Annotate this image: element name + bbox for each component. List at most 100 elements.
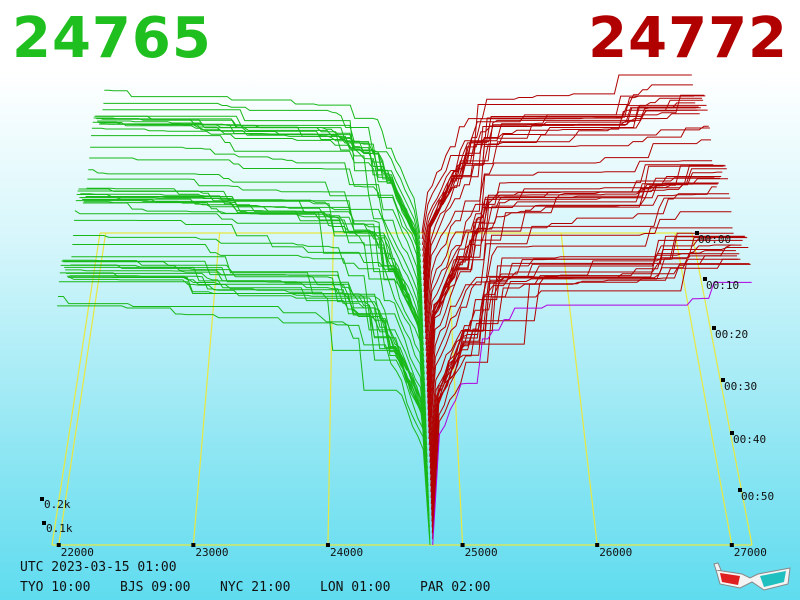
bid-depth-line-11 [66,275,429,481]
x-tick-mark-0 [56,543,61,547]
ask-depth-line-38 [424,125,709,322]
ask-depth-line-40 [424,104,707,310]
ask-price: 24772 [588,6,788,71]
bid-depth-line-41 [93,117,423,304]
bid-depth-line-3 [59,272,430,528]
bid-depth-line-53 [104,89,421,234]
bid-price: 24765 [12,6,212,71]
ask-depth-line-47 [422,106,699,269]
ask-depth-line-22 [427,168,727,416]
y-tick-mark-0 [42,521,46,525]
ask-depth-line-36 [424,139,711,334]
bid-depth-line-0 [57,305,431,546]
ask-depth-line-3 [431,247,749,528]
ask-depth-line-8 [430,239,743,498]
x-tick-mark-1 [191,543,196,547]
bid-depth-line-34 [87,178,424,345]
ask-depth-line-39 [424,109,708,316]
x-tick-mark-5 [729,543,734,547]
x-tick-mark-4 [595,543,600,547]
bid-depth-line-46 [98,122,422,275]
x-tick-label-5: 27000 [734,546,767,559]
z-tick-mark-2 [712,326,716,330]
bid-depth-line-4 [60,264,430,522]
ask-depth-line-44 [423,97,702,287]
ask-depth-line-17 [428,227,733,445]
clock-newyork: NYC 21:00 [220,580,291,595]
z-tick-label-2: 00:20 [715,328,748,341]
clock-beijing: BJS 09:00 [120,580,191,595]
x-tick-mark-2 [325,543,330,547]
z-tick-mark-4 [730,431,734,435]
x-tick-label-2: 24000 [330,546,363,559]
grid-line-x-0 [58,232,107,546]
ask-depth-line-1 [432,263,751,540]
bid-depth-line-18 [73,235,427,440]
ask-depth-line-23 [427,165,726,410]
ask-depth-line-45 [423,107,701,281]
ask-depth-line-6 [431,235,745,510]
grid-line-x-4 [560,232,598,546]
ask-depth-line-11 [430,253,740,481]
ask-depth-line-25 [427,165,724,398]
ask-depth-line-5 [431,236,747,516]
3d-glasses-icon[interactable] [712,560,794,594]
bid-depth-line-5 [61,260,430,516]
z-tick-label-0: 00:00 [698,233,731,246]
z-tick-mark-3 [721,378,725,382]
bid-depth-line-10 [66,272,429,487]
bid-depth-line-20 [74,210,427,428]
ask-depth-line-0 [432,281,752,546]
z-tick-mark-0 [695,231,699,235]
z-tick-label-5: 00:50 [741,490,774,503]
ask-depth-line-41 [423,95,706,304]
bid-depth-line-2 [58,281,431,534]
bid-depth-line-42 [94,115,423,298]
world-clocks: TYO 10:00 BJS 09:00 NYC 21:00 LON 01:00 … [20,580,520,595]
x-tick-label-1: 23000 [195,546,228,559]
ask-depth-line-21 [427,178,728,422]
ask-depth-line-13 [429,255,737,469]
x-tick-label-4: 26000 [599,546,632,559]
bid-depth-line-40 [92,121,423,310]
y-tick-mark-1 [40,497,44,501]
bid-depth-line-25 [79,197,426,398]
ask-depth-line-24 [427,164,725,404]
ask-depth-line-12 [429,258,739,475]
bid-depth-line-8 [64,266,429,498]
y-tick-label-1: 0.2k [44,498,71,511]
bid-depth-line-35 [88,169,424,340]
bid-depth-line-52 [103,102,421,239]
bid-depth-line-39 [91,127,423,316]
x-tick-label-3: 25000 [465,546,498,559]
ask-depth-line-37 [424,127,710,328]
depth-series [57,74,752,546]
grid-wall-right [691,232,753,546]
x-tick-label-0: 22000 [61,546,94,559]
bid-depth-line-27 [81,197,426,387]
bid-depth-line-36 [89,157,424,334]
bid-depth-line-15 [70,264,428,457]
ask-depth-line-4 [431,237,748,522]
z-tick-label-1: 00:10 [706,279,739,292]
z-tick-label-3: 00:30 [724,380,757,393]
bid-depth-line-43 [95,115,423,292]
ask-depth-line-19 [428,197,731,434]
bid-depth-line-7 [63,261,430,504]
bid-depth-line-21 [75,200,427,422]
ask-depth-line-10 [430,258,741,487]
bid-depth-line-23 [77,190,426,410]
bid-depth-line-22 [76,194,427,416]
utc-time: UTC 2023-03-15 01:00 [20,560,177,575]
bid-depth-line-33 [86,187,425,351]
chart-axes: 22000 23000 24000 25000 26000 27000 0.1k 0.2k 00… [40,231,774,559]
ask-depth-line-20 [428,193,730,428]
z-tick-mark-1 [703,277,707,281]
x-tick-mark-3 [460,543,465,547]
ask-depth-line-29 [426,182,719,375]
clock-london: LON 01:00 [320,580,391,595]
clock-tokyo: TYO 10:00 [20,580,91,595]
z-tick-label-4: 00:40 [733,433,766,446]
bid-depth-line-37 [90,146,424,328]
